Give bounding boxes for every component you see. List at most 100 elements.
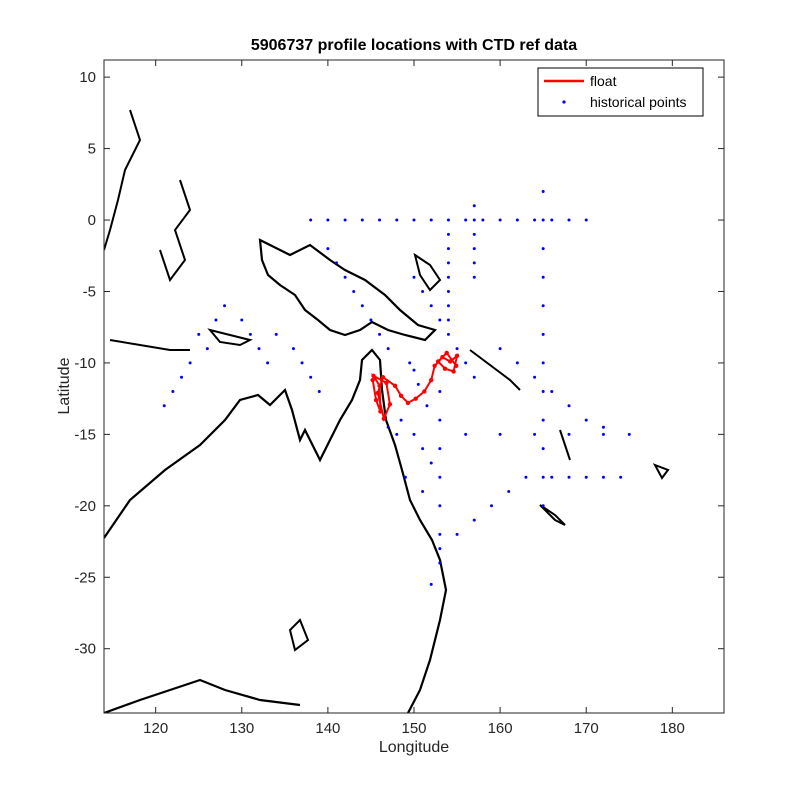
solomon-islands-coastline xyxy=(469,349,521,391)
float-point xyxy=(392,383,398,388)
historical-point xyxy=(438,318,442,322)
float-point xyxy=(381,416,387,421)
historical-point xyxy=(291,347,295,351)
historical-point xyxy=(515,361,519,365)
x-tick-label: 180 xyxy=(660,720,685,737)
legend-float-label: float xyxy=(590,73,617,89)
historical-point xyxy=(472,247,476,251)
chart-title: 5906737 profile locations with CTD ref d… xyxy=(251,37,577,54)
historical-point xyxy=(421,289,425,293)
float-point xyxy=(387,402,393,407)
historical-point xyxy=(317,390,321,394)
historical-point xyxy=(240,318,244,322)
historical-point xyxy=(162,404,166,408)
historical-point xyxy=(541,218,545,222)
float-point xyxy=(373,397,379,403)
y-tick-label: 0 xyxy=(88,212,96,229)
fiji-coastline xyxy=(652,463,670,480)
historical-point xyxy=(472,204,476,208)
historical-point xyxy=(429,218,433,222)
historical-point xyxy=(395,432,399,436)
historical-point xyxy=(360,218,364,222)
new-britain-coastline xyxy=(413,252,442,292)
historical-point xyxy=(378,332,382,336)
historical-point xyxy=(274,332,278,336)
historical-point xyxy=(601,432,605,436)
historical-point xyxy=(438,390,442,394)
float-point xyxy=(370,377,375,383)
historical-point xyxy=(171,390,175,394)
historical-point xyxy=(541,504,545,508)
float-point xyxy=(371,373,376,378)
australia-coastline xyxy=(104,348,448,713)
historical-point xyxy=(425,404,429,408)
historical-point xyxy=(472,375,476,379)
historical-points-series xyxy=(162,189,631,586)
historical-point xyxy=(601,425,605,429)
y-axis-ticks: 10 5 0 -5 -10 -15 -20 -25 -30 xyxy=(74,69,724,658)
historical-point xyxy=(205,347,209,351)
historical-point xyxy=(446,275,450,279)
historical-point xyxy=(378,218,382,222)
float-point xyxy=(451,369,456,374)
historical-point xyxy=(541,189,545,193)
historical-point xyxy=(421,447,425,451)
historical-point xyxy=(386,425,390,429)
y-tick-label: -10 xyxy=(74,355,96,372)
historical-point xyxy=(541,447,545,451)
historical-point xyxy=(481,218,485,222)
historical-point xyxy=(524,475,528,479)
historical-point xyxy=(455,347,459,351)
x-tick-label: 160 xyxy=(488,720,513,737)
float-point xyxy=(442,366,448,371)
new-caledonia-coastline xyxy=(539,504,566,526)
historical-point xyxy=(386,347,390,351)
historical-point xyxy=(464,432,468,436)
historical-point xyxy=(335,261,338,265)
historical-point xyxy=(455,532,459,536)
historical-point xyxy=(567,404,571,408)
historical-point xyxy=(567,432,571,436)
historical-point xyxy=(567,475,571,479)
new-guinea-coastline xyxy=(258,238,438,342)
float-point xyxy=(398,393,404,398)
historical-point xyxy=(533,375,537,379)
historical-point xyxy=(429,461,433,465)
y-tick-label: -25 xyxy=(74,569,96,586)
historical-point xyxy=(498,347,502,351)
historical-point xyxy=(601,475,605,479)
float-point xyxy=(435,359,441,364)
float-point xyxy=(444,350,449,356)
x-axis-title: Longitude xyxy=(379,739,449,756)
historical-point xyxy=(188,361,192,365)
historical-point xyxy=(446,232,450,236)
x-tick-label: 120 xyxy=(143,720,168,737)
y-tick-label: 5 xyxy=(88,141,96,158)
historical-point xyxy=(541,390,545,394)
historical-point xyxy=(438,504,442,508)
historical-point xyxy=(395,218,399,222)
float-point xyxy=(447,359,453,364)
historical-point xyxy=(464,218,468,222)
historical-point xyxy=(438,532,442,536)
y-tick-label: -5 xyxy=(83,283,96,300)
float-point xyxy=(380,375,386,380)
historical-point xyxy=(197,332,201,336)
float-point xyxy=(429,377,434,383)
historical-point xyxy=(567,218,571,222)
float-point xyxy=(375,390,381,396)
historical-point xyxy=(472,518,476,522)
historical-point xyxy=(584,418,588,422)
historical-point xyxy=(446,218,450,222)
sulawesi-coastline xyxy=(159,179,192,283)
historical-point xyxy=(369,318,373,322)
historical-point xyxy=(360,304,364,308)
historical-point xyxy=(438,547,442,551)
y-axis-title: Latitude xyxy=(56,357,73,414)
x-tick-label: 130 xyxy=(229,720,254,737)
historical-point xyxy=(446,261,450,265)
historical-point xyxy=(266,361,270,365)
historical-point xyxy=(223,304,227,308)
historical-point xyxy=(412,432,416,436)
